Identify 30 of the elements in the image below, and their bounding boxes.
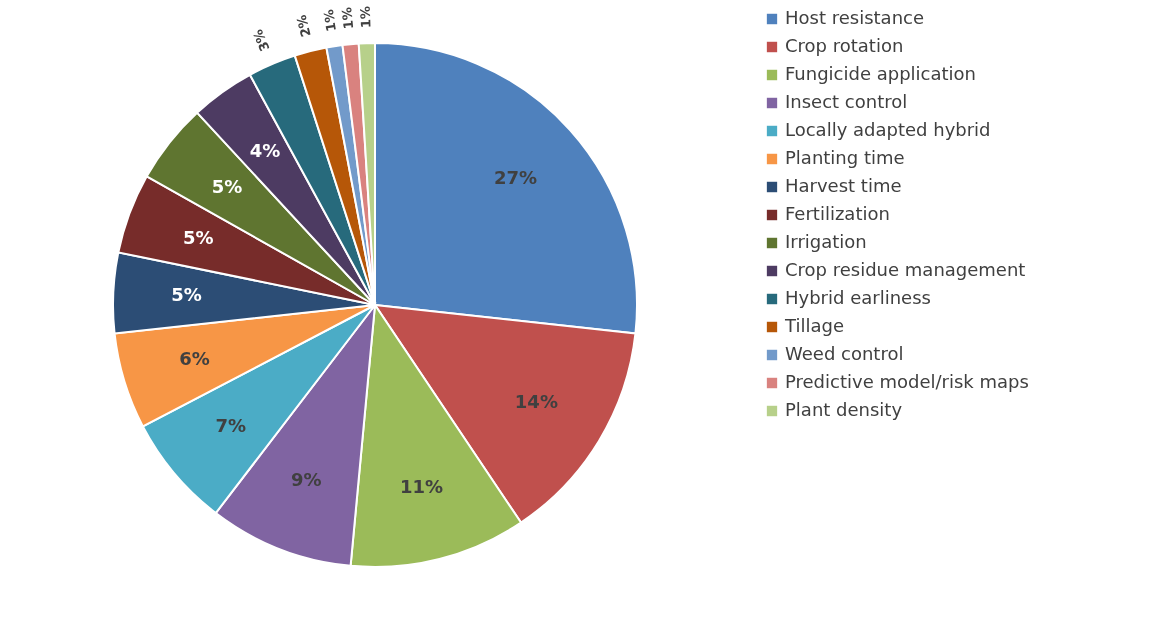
- legend-label: Crop residue management: [785, 259, 1026, 280]
- data-label: 7%: [215, 414, 246, 436]
- legend-label: Irrigation: [785, 231, 867, 252]
- data-label: 1%: [320, 8, 340, 33]
- data-label: 9%: [290, 468, 322, 490]
- legend-label: Locally adapted hybrid: [785, 119, 991, 140]
- data-label: 1%: [357, 5, 374, 29]
- data-label: 2%: [293, 13, 314, 39]
- data-label: 3%: [249, 27, 273, 54]
- data-label: 5%: [183, 226, 214, 248]
- data-label: 5%: [171, 284, 202, 306]
- legend-label: Plant density: [785, 399, 903, 420]
- legend-label: Weed control: [785, 343, 904, 364]
- legend-label: Planting time: [785, 147, 905, 168]
- legend-label: Host resistance: [785, 7, 925, 28]
- legend-label: Harvest time: [785, 175, 902, 196]
- data-label: 27%: [493, 167, 537, 189]
- legend-label: Fertilization: [785, 203, 890, 224]
- legend-label: Hybrid earliness: [785, 287, 931, 308]
- legend-label: Insect control: [785, 91, 908, 112]
- data-label: 14%: [514, 390, 558, 412]
- legend-label: Predictive model/risk maps: [785, 371, 1029, 392]
- data-label: 11%: [399, 475, 443, 497]
- legend-label: Crop rotation: [785, 35, 904, 56]
- data-label: 4%: [249, 139, 281, 161]
- data-label: 5%: [211, 176, 243, 198]
- legend-label: Fungicide application: [785, 63, 977, 84]
- legend-label: Tillage: [784, 315, 844, 336]
- data-label: 1%: [339, 6, 357, 30]
- data-label: 6%: [179, 347, 210, 369]
